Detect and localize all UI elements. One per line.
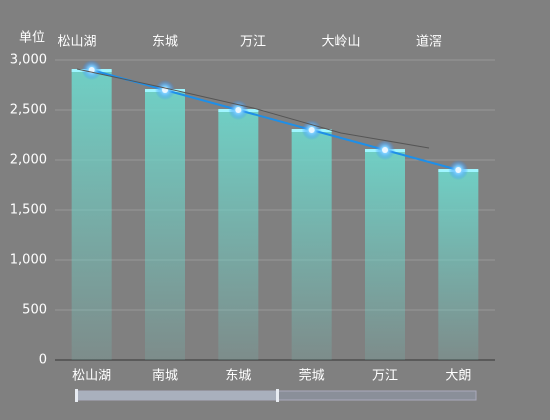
- bar: [145, 90, 185, 360]
- zoom-handle[interactable]: [75, 389, 78, 402]
- top-tick-label: 大岭山: [321, 35, 360, 50]
- top-tick-label: 东城: [152, 35, 178, 50]
- x-tick-label: 松山湖: [72, 369, 111, 384]
- point: [382, 147, 388, 153]
- y-tick-label: 1,500: [10, 203, 47, 218]
- y-tick-label: 2,000: [10, 153, 47, 168]
- y-axis-label: 单位: [19, 31, 45, 46]
- line: [91, 69, 459, 171]
- y-tick-label: 3,000: [10, 53, 47, 68]
- bar: [365, 150, 405, 360]
- bar: [438, 170, 479, 360]
- line: [76, 68, 430, 149]
- top-tick-label: 松山湖: [57, 35, 96, 50]
- x-tick-label: 大朗: [445, 369, 471, 384]
- bar: [71, 70, 112, 360]
- y-tick-label: 1,000: [10, 253, 47, 268]
- x-tick-label: 万江: [372, 369, 398, 384]
- data-zoom[interactable]: [75, 389, 477, 402]
- y-tick-label: 0: [39, 353, 47, 368]
- y-tick-label: 500: [22, 303, 47, 318]
- y-tick-label: 2,500: [10, 103, 47, 118]
- zoom-handle[interactable]: [276, 389, 279, 402]
- point: [235, 107, 242, 113]
- x-tick-label: 南城: [152, 368, 178, 384]
- bar: [218, 110, 259, 360]
- top-tick-label: 道滘: [416, 35, 442, 50]
- top-tick-label: 万江: [240, 35, 266, 50]
- x-tick-label: 东城: [225, 369, 251, 384]
- point: [308, 127, 315, 133]
- zoom-window[interactable]: [77, 391, 277, 400]
- bar: [291, 130, 332, 360]
- point: [455, 167, 462, 173]
- x-tick-label: 莞城: [299, 369, 325, 384]
